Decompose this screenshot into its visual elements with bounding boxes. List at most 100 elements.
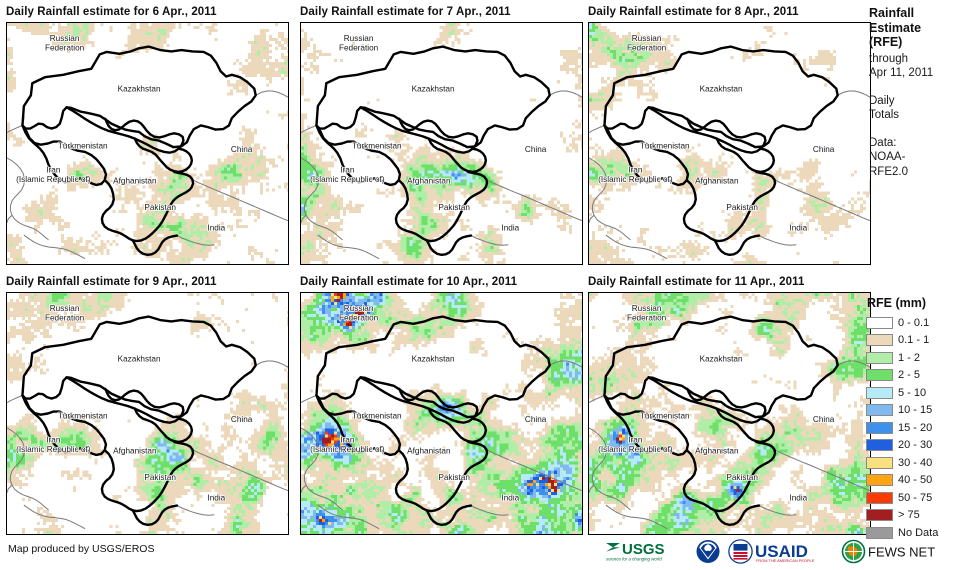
sidebar-title-line-1: Rainfall [869,6,915,20]
sidebar-data-source-1: NOAA- [869,151,906,163]
svg-text:Kazakhstan: Kazakhstan [700,85,743,94]
country-label: India [207,223,227,234]
svg-text:India: India [207,494,225,503]
svg-text:India: India [789,224,807,233]
minor-boundary-line [7,427,49,511]
country-label: Afghanistan [112,445,157,456]
svg-text:USAID: USAID [755,542,808,561]
country-label: Turkmenistan [57,411,109,422]
sidebar-title-line-3: (RFE) [869,35,903,49]
svg-text:Iran: Iran [628,165,643,174]
legend-label: 30 - 40 [898,456,933,469]
legend-label: 20 - 30 [898,439,933,452]
svg-text:(Islamic Republic of): (Islamic Republic of) [16,445,91,454]
svg-text:USGS: USGS [622,541,665,558]
rainfall-raster-class [7,23,288,261]
svg-text:Pakistan: Pakistan [438,203,470,212]
svg-text:(Islamic Republic of): (Islamic Republic of) [598,175,673,184]
country-label: Turkmenistan [57,141,109,152]
minor-boundary-line [23,504,86,530]
legend-item: 50 - 75 [866,489,965,507]
sidebar-totals-line-1: Daily [869,94,895,107]
usgs-logo: USGS science for a changing world [604,539,688,563]
legend-swatch [866,474,893,487]
svg-text:Russian: Russian [50,34,80,43]
sidebar-through-date: Apr 11, 2011 [869,67,934,79]
svg-text:Iran: Iran [340,435,355,444]
country-label: Iran(Islamic Republic of) [309,435,385,455]
svg-text:Afghanistan: Afghanistan [113,446,157,455]
legend-label: 10 - 15 [898,404,933,417]
country-boundary-line [100,440,195,513]
svg-text:(Islamic Republic of): (Islamic Republic of) [16,175,91,184]
svg-text:Afghanistan: Afghanistan [695,176,739,185]
svg-text:Russian: Russian [632,304,662,313]
sidebar-spacer-1 [869,81,965,94]
svg-text:China: China [231,145,253,154]
rainfall-raster-class [301,23,582,264]
country-label: Iran(Islamic Republic of) [15,165,91,185]
minor-boundary-line [549,90,582,98]
minor-boundary-line [7,124,23,134]
legend-swatch [866,421,893,434]
country-boundary-line [713,504,761,527]
svg-text:Pakistan: Pakistan [144,473,176,482]
legend-label: 2 - 5 [898,369,921,382]
legend-label: 5 - 10 [898,386,927,399]
minor-boundary-line [192,179,288,222]
map-canvas[interactable]: Russian Federation Kazakhstan Turkmenistan I… [300,22,583,265]
map-canvas[interactable]: Russian Federation Kazakhstan Turkmenistan I… [6,292,289,535]
rainfall-raster-class [7,293,288,534]
country-label: Kazakhstan [699,354,744,365]
country-label: Turkmenistan [639,411,691,422]
sidebar-title: Rainfall Estimate (RFE) [869,6,965,50]
panel-title: Daily Rainfall estimate for 6 Apr., 2011 [6,6,217,18]
svg-text:Afghanistan: Afghanistan [113,176,157,185]
svg-text:Afghanistan: Afghanistan [407,176,451,185]
map-canvas[interactable]: Russian Federation Kazakhstan Turkmenistan I… [300,292,583,535]
country-boundary-line [131,504,179,527]
svg-text:Iran: Iran [340,165,355,174]
country-label: Kazakhstan [411,84,456,95]
country-label: China [812,144,836,155]
panel-title: Daily Rainfall estimate for 8 Apr., 2011 [588,6,799,18]
legend-label: 15 - 20 [898,421,933,434]
map-canvas[interactable]: Russian Federation Kazakhstan Turkmenistan I… [6,22,289,265]
country-label: Afghanistan [112,175,157,186]
rainfall-raster-class [166,449,170,453]
legend-label: 1 - 2 [898,351,921,364]
svg-text:Iran: Iran [46,165,61,174]
country-label: Iran(Islamic Republic of) [597,165,673,185]
legend-item: 5 - 10 [866,384,965,402]
svg-text:Kazakhstan: Kazakhstan [412,355,455,364]
svg-text:India: India [207,224,225,233]
country-boundary-line [713,234,761,257]
legend-swatch [866,491,893,504]
legend: RFE (mm) 0 - 0.1 0.1 - 1 1 - 2 2 - 5 5 - 10 1… [866,296,965,542]
legend-label: 50 - 75 [898,491,933,504]
map-canvas[interactable]: Russian Federation Kazakhstan Turkmenistan I… [588,292,871,535]
country-label: Turkmenistan [351,141,403,152]
legend-item: 0 - 0.1 [866,314,965,332]
minor-boundary-line [758,235,797,246]
minor-boundary-line [774,179,870,222]
minor-boundary-line [470,505,509,516]
country-label: Pakistan [726,202,760,213]
country-boundary-line [603,124,690,187]
legend-label: 0.1 - 1 [898,334,930,347]
legend-item: 30 - 40 [866,454,965,472]
country-boundary-line [682,440,777,513]
map-canvas[interactable]: Russian Federation Kazakhstan Turkmenistan I… [588,22,871,265]
svg-text:China: China [525,415,547,424]
sidebar-data-label: Data: [869,136,897,149]
minor-boundary-line [176,235,215,246]
country-boundary-line [315,124,402,187]
rainfall-raster-class [622,437,626,441]
minor-boundary-line [176,505,215,516]
map-credit: Map produced by USGS/EROS [8,543,155,555]
svg-text:Pakistan: Pakistan [144,203,176,212]
legend-label: 40 - 50 [898,474,933,487]
svg-text:(Islamic Republic of): (Islamic Republic of) [310,445,385,454]
minor-boundary-line [605,234,668,260]
